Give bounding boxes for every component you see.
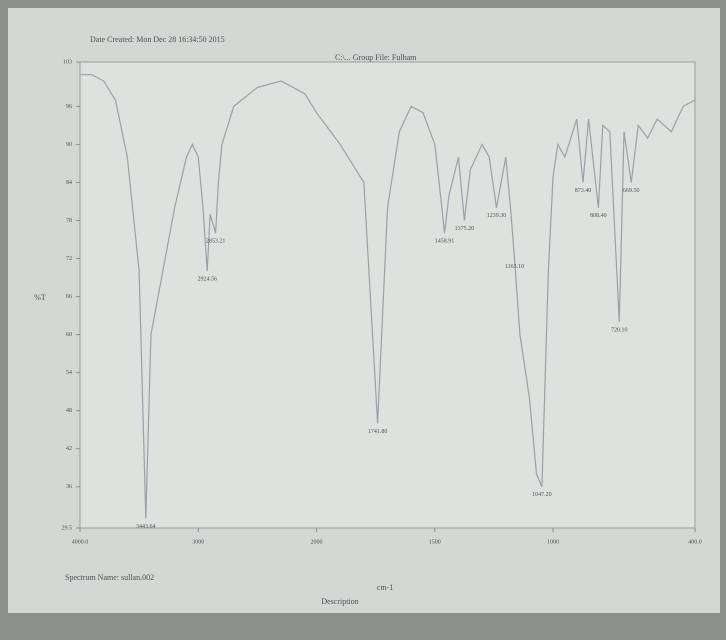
description: Description	[321, 597, 358, 606]
y-tick-label: 60	[66, 332, 72, 338]
peak-label: 3443.64	[136, 524, 156, 530]
y-axis-label: %T	[34, 293, 46, 302]
peak-label: 1239.30	[487, 213, 507, 219]
peak-label: 873.40	[575, 188, 592, 194]
peak-label: 808.40	[590, 213, 607, 219]
x-tick-label: 400.0	[688, 539, 702, 545]
y-tick-label: 54	[66, 370, 72, 376]
y-tick-label: 84	[66, 180, 72, 186]
chart: Date Created: Mon Dec 28 16:34:50 2015 C…	[0, 0, 726, 640]
y-tick-label: 42	[66, 446, 72, 452]
y-tick-label: 103	[63, 59, 72, 65]
x-tick-label: 3000	[192, 539, 204, 545]
peak-label: 1741.80	[368, 429, 388, 435]
y-tick-label: 36	[66, 484, 72, 490]
peak-label: 720.10	[611, 327, 628, 333]
y-tick-label: 78	[66, 218, 72, 224]
peak-label: 2924.56	[197, 277, 217, 283]
peak-label: 1163.10	[505, 264, 524, 270]
file-info: C:\... Group File: Fulham	[335, 53, 417, 62]
x-tick-label: 1500	[429, 539, 441, 545]
x-axis-label: cm-1	[377, 583, 393, 592]
y-tick-label: 48	[66, 408, 72, 414]
y-tick-label: 66	[66, 294, 72, 300]
peak-label: 1458.91	[435, 239, 455, 245]
peak-label: 1375.20	[455, 226, 475, 232]
header: Date Created: Mon Dec 28 16:34:50 2015	[90, 35, 225, 44]
peak-label: 669.50	[623, 188, 640, 194]
y-tick-label: 29.5	[62, 525, 73, 531]
x-tick-label: 4000.0	[72, 539, 89, 545]
y-tick-label: 90	[66, 142, 72, 148]
spectrum-name: Spectrum Name: sullan.002	[65, 573, 154, 582]
x-tick-label: 1000	[547, 539, 559, 545]
peak-label: 2853.21	[206, 239, 226, 245]
y-tick-label: 72	[66, 256, 72, 262]
y-tick-label: 96	[66, 104, 72, 110]
peak-label: 1047.20	[532, 492, 552, 498]
x-tick-label: 2000	[311, 539, 323, 545]
